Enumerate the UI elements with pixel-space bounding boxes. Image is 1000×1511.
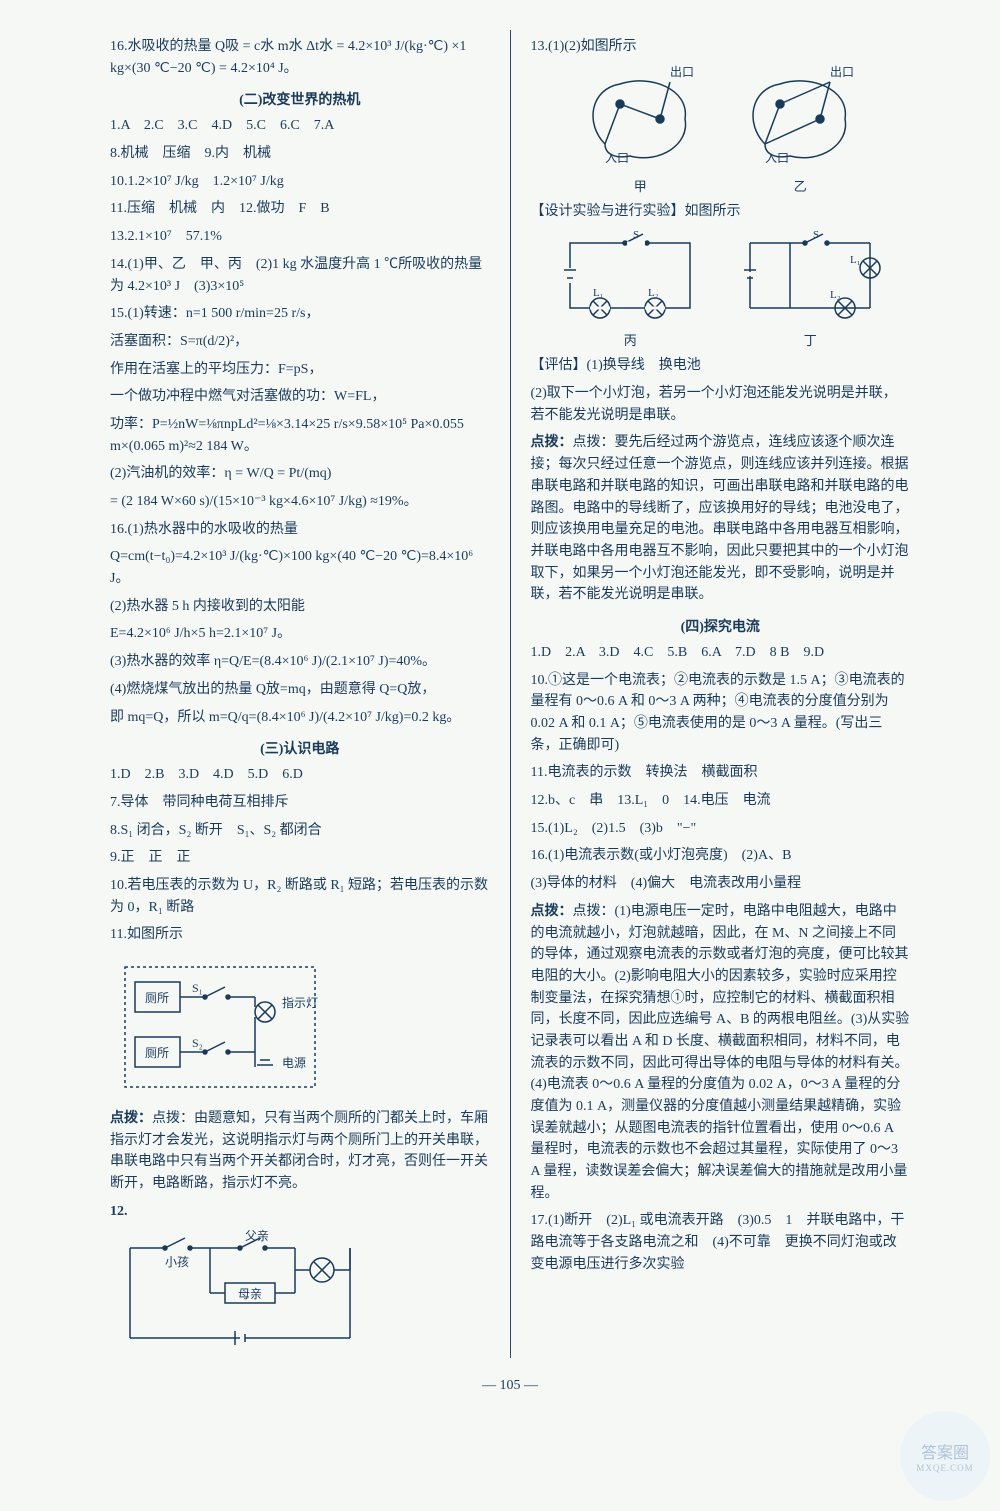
circuit-bing: S L₁ L₂ 丙 [555,228,705,349]
svg-text:L₂: L₂ [830,289,841,301]
svg-text:入口: 入口 [605,151,629,165]
text: 12. [110,1201,490,1223]
svg-text:厕所: 厕所 [145,991,169,1005]
svg-text:L₁: L₁ [593,287,604,299]
caption: 乙 [735,176,865,195]
dianbo-text: 点拨：要先后经过两个游览点，连线应该逐个顺次连接；每次只经过任意一个游览点，则连… [530,435,908,602]
dianbo-text: 点拨：(1)电源电压一定时，电路中电阻越大，电路中的电流就越小，灯泡就越暗，因此… [530,904,909,1201]
text: 【设计实验与进行实验】如图所示 [530,201,910,223]
text: 10.1.2×10⁷ J/kg 1.2×10⁷ J/kg [110,171,490,193]
text: 10.①这是一个电流表；②电流表的示数是 1.5 A；③电流表的量程有 0～0.… [530,670,910,757]
family-circuit-diagram: 小孩 父亲 母亲 [110,1228,370,1358]
text: E=4.2×10⁶ J/h×5 h=2.1×10⁷ J。 [110,623,490,645]
text: 11.如图所示 [110,924,490,946]
svg-text:入口: 入口 [765,151,789,165]
circuit-diagram-row: S L₁ L₂ 丙 [530,228,910,349]
text: 16.(1)电流表示数(或小灯泡亮度) (2)A、B [530,845,910,867]
text: 一个做功冲程中燃气对活塞做的功：W=FL， [110,386,490,408]
park-diagram-yi: 出口 入口 乙 [735,64,865,195]
text: 【评估】(1)换导线 换电池 [530,355,910,377]
text: 7.导体 带同种电荷互相排斥 [110,792,490,814]
text: 11.电流表的示数 转换法 横截面积 [530,762,910,784]
text: 功率：P=½nW=⅛πnpLd²=⅛×3.14×25 r/s×9.58×10⁵ … [110,414,490,457]
text: Q=cm(t−t₀)=4.2×10³ J/(kg·℃)×100 kg×(40 ℃… [110,546,490,589]
column-divider [510,30,511,1358]
page-number: — 105 — [110,1378,910,1394]
text: 17.(1)断开 (2)L₁ 或电流表开路 (3)0.5 1 并联电路中，干路电… [530,1210,910,1275]
section-title: (二)改变世界的热机 [110,89,490,109]
text: (3)热水器的效率 η=Q/E=(8.4×10⁶ J)/(2.1×10⁷ J)=… [110,651,490,673]
text: 10.若电压表的示数为 U，R₂ 断路或 R₁ 短路；若电压表的示数为 0，R₁… [110,875,490,918]
caption: 丙 [555,330,705,349]
text: 8.S₁ 闭合，S₂ 断开 S₁、S₂ 都闭合 [110,820,490,842]
watermark: 答案圈 MXQE.COM [900,1411,990,1501]
park-diagram-jia: 出口 入口 甲 [575,64,705,195]
caption: 丁 [735,330,885,349]
svg-text:指示灯: 指示灯 [282,995,318,1010]
text: 13.(1)(2)如图所示 [530,36,910,58]
circuit-ding: S L₁ L₂ 丁 [735,228,885,349]
section-title: (三)认识电路 [110,738,490,758]
text: (2)热水器 5 h 内接收到的太阳能 [110,596,490,618]
text: 1.A 2.C 3.C 4.D 5.C 6.C 7.A [110,115,490,137]
section-title: (四)探究电流 [530,616,910,636]
text: (2)汽油机的效率：η = W/Q = Pt/(mq) [110,463,490,485]
text: 点拨：点拨：由题意知，只有当两个厕所的门都关上时，车厢指示灯才会发光，这说明指示… [110,1108,490,1195]
text: 12.b、c 串 13.L₁ 0 14.电压 电流 [530,790,910,812]
svg-text:L₁: L₁ [850,254,861,266]
text: 点拨：点拨：(1)电源电压一定时，电路中电阻越大，电路中的电流就越小，灯泡就越暗… [530,901,910,1205]
text: 1.D 2.B 3.D 4.D 5.D 6.D [110,764,490,786]
svg-text:S₁: S₁ [192,981,203,995]
text: 15.(1)转速：n=1 500 r/min=25 r/s， [110,303,490,325]
svg-text:电源: 电源 [282,1056,306,1070]
text: 9.正 正 正 [110,847,490,869]
text: = (2 184 W×60 s)/(15×10⁻³ kg×4.6×10⁷ J/k… [110,491,490,513]
text: 11.压缩 机械 内 12.做功 F B [110,198,490,220]
svg-text:母亲: 母亲 [238,1287,262,1301]
svg-text:出口: 出口 [670,65,694,79]
text: (3)导体的材料 (4)偏大 电流表改用小量程 [530,873,910,895]
svg-text:S₂: S₂ [192,1036,203,1050]
svg-text:小孩: 小孩 [165,1255,189,1269]
text: 16.(1)热水器中的水吸收的热量 [110,519,490,541]
text: 即 mq=Q，所以 m=Q/q=(8.4×10⁶ J)/(4.2×10⁷ J/k… [110,707,490,729]
text: (2)取下一个小灯泡，若另一个小灯泡还能发光说明是并联，若不能发光说明是串联。 [530,383,910,426]
caption: 甲 [575,176,705,195]
dianbo-text: 点拨：由题意知，只有当两个厕所的门都关上时，车厢指示灯才会发光，这说明指示灯与两… [110,1111,488,1191]
text: 作用在活塞上的平均压力：F=pS， [110,359,490,381]
svg-text:L₂: L₂ [648,287,659,299]
watermark-bottom: MXQE.COM [916,1463,973,1473]
text: 活塞面积：S=π(d/2)²， [110,331,490,353]
text: 16.水吸收的热量 Q吸 = c水 m水 Δt水 = 4.2×10³ J/(kg… [110,36,490,79]
text: 1.D 2.A 3.D 4.C 5.B 6.A 7.D 8 B 9.D [530,642,910,664]
svg-text:S: S [813,229,819,241]
text: 13.2.1×10⁷ 57.1% [110,226,490,248]
text: 8.机械 压缩 9.内 机械 [110,143,490,165]
svg-text:厕所: 厕所 [145,1046,169,1060]
svg-text:出口: 出口 [830,65,854,79]
watermark-top: 答案圈 [921,1439,969,1463]
text: 点拨：点拨：要先后经过两个游览点，连线应该逐个顺次连接；每次只经过任意一个游览点… [530,432,910,606]
text: 15.(1)L₂ (2)1.5 (3)b "−" [530,818,910,840]
text: (4)燃烧煤气放出的热量 Q放=mq，由题意得 Q=Q放， [110,679,490,701]
park-diagram-row: 出口 入口 甲 出口 入口 乙 [530,64,910,195]
svg-text:父亲: 父亲 [245,1229,269,1243]
text: 14.(1)甲、乙 甲、丙 (2)1 kg 水温度升高 1 ℃所吸收的热量为 4… [110,254,490,297]
toilet-circuit-diagram: 厕所 厕所 S₁ S₂ 指示灯 电源 [110,952,330,1102]
svg-text:S: S [633,229,639,241]
